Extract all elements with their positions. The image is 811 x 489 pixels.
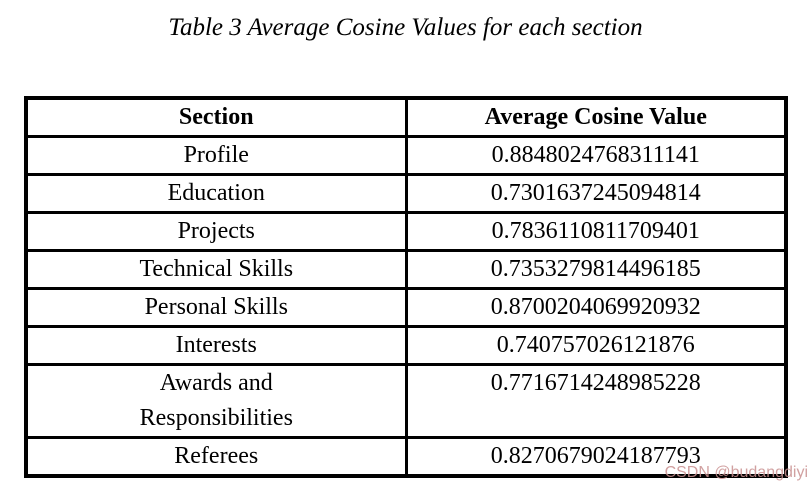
table-row: Profile 0.8848024768311141 [24,135,788,176]
value-cell: 0.740757026121876 [404,325,788,366]
section-cell: Personal Skills [24,287,408,328]
value-cell: 0.7716714248985228 [404,363,788,439]
section-cell: Profile [24,135,408,176]
section-cell: Interests [24,325,408,366]
value-cell: 0.8270679024187793 [404,436,788,478]
table-body: Profile 0.8848024768311141 Education 0.7301… [24,135,788,478]
table-row: Projects 0.7836110811709401 [24,211,788,252]
table-row: Personal Skills 0.8700204069920932 [24,287,788,328]
table-row: Technical Skills 0.7353279814496185 [24,249,788,290]
value-column-header: Average Cosine Value [404,96,788,138]
section-cell: Projects [24,211,408,252]
value-cell: 0.7353279814496185 [404,249,788,290]
table-row: Education 0.7301637245094814 [24,173,788,214]
value-cell: 0.7836110811709401 [404,211,788,252]
table-row: Interests 0.740757026121876 [24,325,788,366]
value-cell: 0.8848024768311141 [404,135,788,176]
section-cell: Education [24,173,408,214]
cosine-values-table: Section Average Cosine Value Profile 0.88… [24,96,788,478]
table-row: Referees 0.8270679024187793 [24,436,788,478]
table-row: Awards and Responsibilities 0.77167142489… [24,363,788,439]
section-cell: Technical Skills [24,249,408,290]
section-cell: Awards and Responsibilities [24,363,408,439]
value-cell: 0.7301637245094814 [404,173,788,214]
table-caption: Table 3 Average Cosine Values for each s… [168,14,643,41]
header-row: Section Average Cosine Value [24,96,788,138]
section-column-header: Section [24,96,408,138]
value-cell: 0.8700204069920932 [404,287,788,328]
table-header: Section Average Cosine Value [24,96,788,138]
section-cell: Referees [24,436,408,478]
